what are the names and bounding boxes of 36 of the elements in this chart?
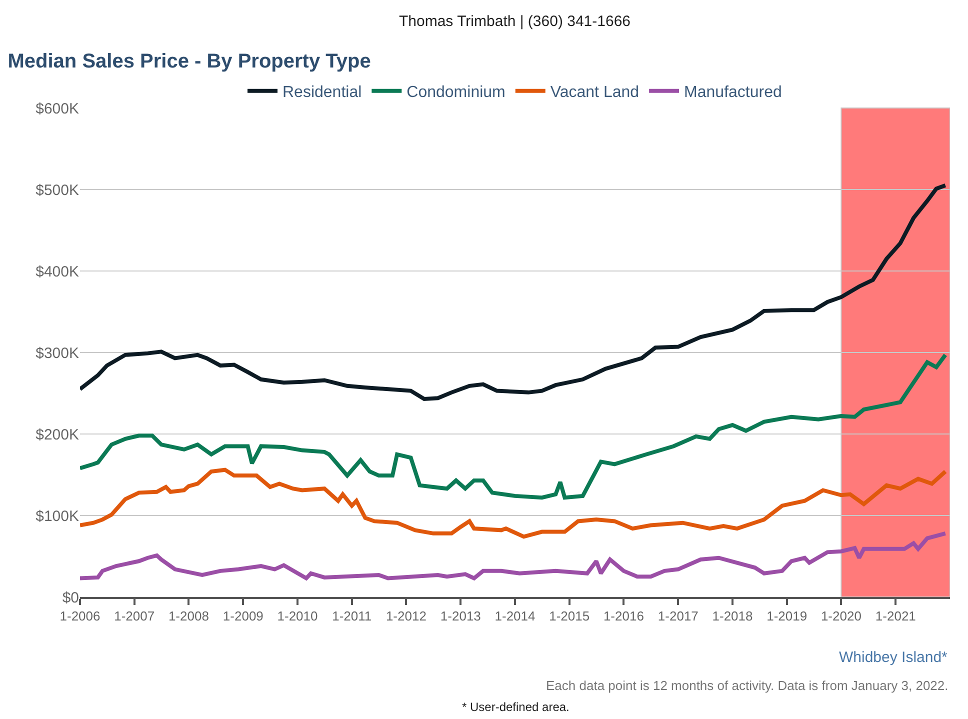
x-tick-label: 1-2011 bbox=[332, 608, 372, 624]
line-series bbox=[80, 352, 948, 500]
y-tick-label: $100K bbox=[36, 508, 79, 525]
x-tick-label: 1-2021 bbox=[875, 608, 916, 624]
text: Whidbey Island* bbox=[839, 649, 948, 666]
y-tick-label: $400K bbox=[36, 263, 79, 280]
y-tick-label: $500K bbox=[36, 182, 79, 199]
y-tick-label: $0 bbox=[62, 589, 79, 606]
line-series bbox=[80, 183, 948, 401]
line-series bbox=[80, 468, 948, 539]
x-tick-label: 1-2018 bbox=[712, 608, 753, 624]
y-tick-label: $200K bbox=[36, 426, 79, 444]
x-tick-label: 1-2008 bbox=[168, 608, 209, 624]
legend-label: Condominium bbox=[406, 84, 506, 102]
x-tick-label: 1-2012 bbox=[386, 608, 426, 624]
text: * User-defined area. bbox=[462, 700, 570, 714]
line-series bbox=[80, 531, 948, 580]
x-tick-label: 1-2010 bbox=[277, 608, 318, 624]
y-tick-label: $300K bbox=[36, 344, 79, 362]
legend-label: Vacant Land bbox=[550, 84, 640, 102]
x-tick-label: 1-2017 bbox=[658, 608, 698, 624]
x-tick-label: 1-2013 bbox=[440, 608, 481, 624]
x-tick-label: 1-2014 bbox=[494, 608, 536, 624]
legend-label: Residential bbox=[282, 84, 362, 102]
text: Each data point is 12 months of activity. Data is from January 3, 2022. bbox=[546, 678, 948, 693]
y-tick-label: $600K bbox=[36, 100, 79, 118]
x-tick-label: 1-2007 bbox=[114, 608, 155, 624]
x-tick-label: 1-2006 bbox=[60, 608, 100, 624]
legend-label: Manufactured bbox=[684, 84, 782, 102]
x-tick-label: 1-2009 bbox=[222, 608, 264, 624]
x-tick-label: 1-2015 bbox=[549, 608, 590, 624]
x-tick-label: 1-2019 bbox=[766, 608, 808, 624]
x-tick-label: 1-2020 bbox=[820, 608, 862, 624]
chart-title: Median Sales Price - By Property Type bbox=[8, 50, 371, 72]
x-tick-label: 1-2016 bbox=[603, 608, 644, 624]
text: Thomas Trimbath | (360) 341-1666 bbox=[399, 13, 631, 30]
